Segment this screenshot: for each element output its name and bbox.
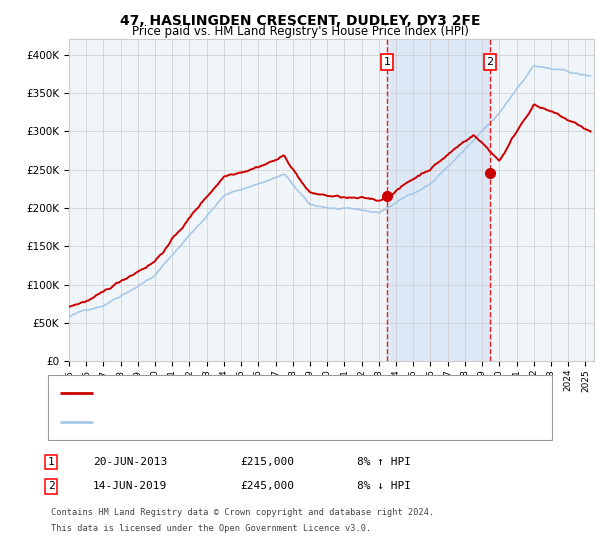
Text: 1: 1 [47, 457, 55, 467]
Bar [387, 39, 490, 361]
Text: 47, HASLINGDEN CRESCENT, DUDLEY, DY3 2FE: 47, HASLINGDEN CRESCENT, DUDLEY, DY3 2FE [120, 14, 480, 28]
Text: 8% ↑ HPI: 8% ↑ HPI [357, 457, 411, 467]
Text: Price paid vs. HM Land Registry's House Price Index (HPI): Price paid vs. HM Land Registry's House … [131, 25, 469, 38]
Text: Contains HM Land Registry data © Crown copyright and database right 2024.: Contains HM Land Registry data © Crown c… [51, 508, 434, 517]
Text: 1: 1 [383, 57, 391, 67]
Text: HPI: Average price, detached house, Dudley: HPI: Average price, detached house, Dudl… [99, 417, 361, 427]
Text: 14-JUN-2019: 14-JUN-2019 [93, 481, 167, 491]
Text: 20-JUN-2013: 20-JUN-2013 [93, 457, 167, 467]
Text: 2: 2 [47, 481, 55, 491]
Text: 8% ↓ HPI: 8% ↓ HPI [357, 481, 411, 491]
Text: 47, HASLINGDEN CRESCENT, DUDLEY, DY3 2FE (detached house): 47, HASLINGDEN CRESCENT, DUDLEY, DY3 2FE… [99, 388, 455, 398]
Text: 2: 2 [486, 57, 493, 67]
Text: £215,000: £215,000 [240, 457, 294, 467]
Text: This data is licensed under the Open Government Licence v3.0.: This data is licensed under the Open Gov… [51, 524, 371, 533]
Text: £245,000: £245,000 [240, 481, 294, 491]
